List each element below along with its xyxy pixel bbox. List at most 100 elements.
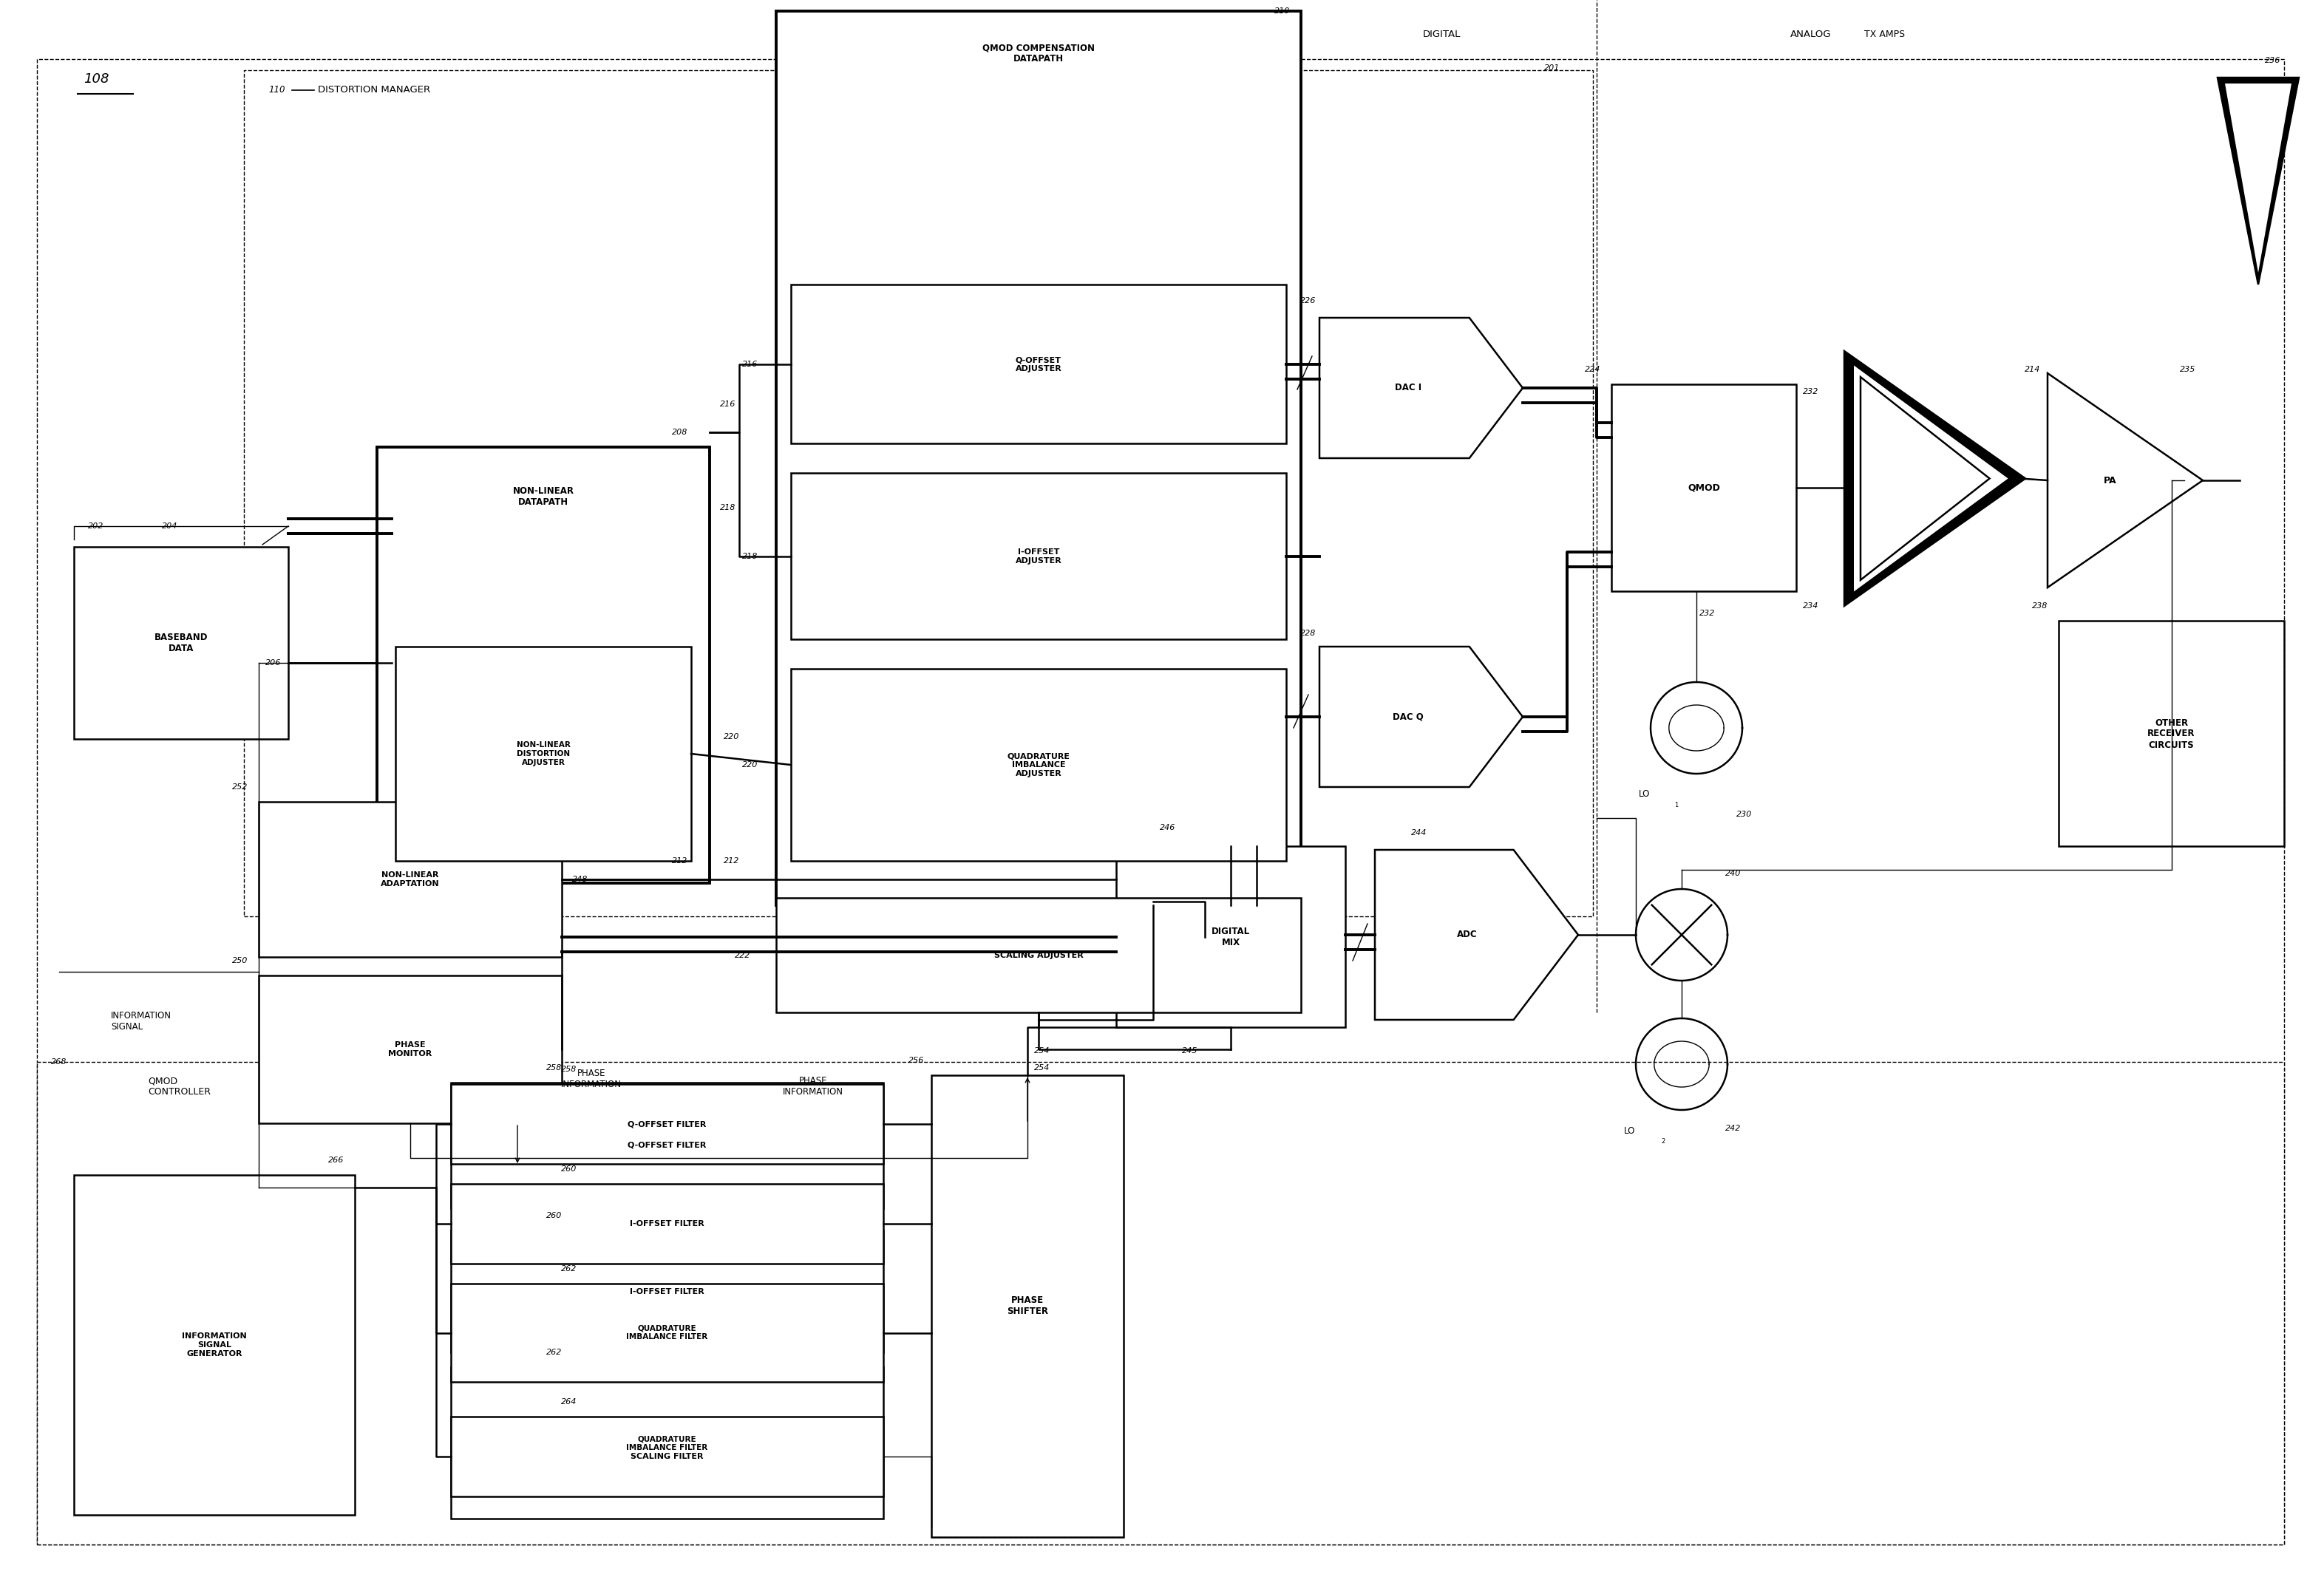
Text: SCALING FILTER: SCALING FILTER [630, 1452, 704, 1460]
Text: 232: 232 [1803, 387, 1820, 395]
Text: 214: 214 [2024, 365, 2040, 373]
Bar [244, 70, 1592, 917]
Bar [451, 1368, 883, 1519]
Bar [2059, 620, 2284, 846]
Text: 256: 256 [909, 1057, 925, 1065]
Text: 244: 244 [1411, 829, 1427, 837]
Polygon shape [1376, 850, 1578, 1020]
Bar [74, 1175, 356, 1514]
Text: DAC Q: DAC Q [1392, 713, 1425, 722]
Bar [451, 1184, 883, 1264]
Text: 218: 218 [741, 553, 758, 559]
Text: OTHER
RECEIVER
CIRCUITS: OTHER RECEIVER CIRCUITS [2147, 717, 2196, 749]
Text: 2: 2 [1662, 1138, 1664, 1144]
Text: 230: 230 [1736, 811, 1752, 818]
Text: NON-LINEAR
DISTORTION
ADJUSTER: NON-LINEAR DISTORTION ADJUSTER [516, 741, 569, 767]
Bar [451, 1084, 883, 1164]
Text: SCALING ADJUSTER: SCALING ADJUSTER [995, 952, 1083, 960]
Text: PHASE
INFORMATION: PHASE INFORMATION [560, 1068, 621, 1089]
Text: 216: 216 [741, 360, 758, 368]
Text: 254: 254 [1034, 1065, 1050, 1071]
Polygon shape [1855, 365, 2008, 591]
Text: ADC: ADC [1457, 929, 1478, 939]
Bar [790, 669, 1285, 861]
Text: Q-OFFSET
ADJUSTER: Q-OFFSET ADJUSTER [1016, 357, 1062, 373]
Text: NON-LINEAR
DATAPATH: NON-LINEAR DATAPATH [514, 486, 574, 507]
Text: 204: 204 [163, 523, 179, 529]
Text: 1: 1 [1673, 802, 1678, 808]
Bar [74, 547, 288, 740]
Bar [258, 976, 562, 1124]
Bar [1611, 384, 1796, 591]
Text: 220: 220 [741, 762, 758, 768]
Text: QMOD COMPENSATION
DATAPATH: QMOD COMPENSATION DATAPATH [983, 43, 1095, 64]
Text: PA: PA [2103, 475, 2117, 485]
Text: 252: 252 [232, 783, 249, 791]
Bar [790, 473, 1285, 639]
Bar [451, 1082, 883, 1208]
Bar [37, 1062, 2284, 1545]
Text: QUADRATURE
IMBALANCE
ADJUSTER: QUADRATURE IMBALANCE ADJUSTER [1006, 752, 1069, 778]
Text: INFORMATION
SIGNAL
GENERATOR: INFORMATION SIGNAL GENERATOR [181, 1333, 246, 1356]
Text: 258: 258 [562, 1066, 576, 1073]
Text: Q-OFFSET FILTER: Q-OFFSET FILTER [627, 1141, 706, 1149]
Text: Q-OFFSET FILTER: Q-OFFSET FILTER [627, 1121, 706, 1127]
Text: 236: 236 [2266, 57, 2280, 64]
Text: DIGITAL: DIGITAL [1422, 30, 1459, 40]
Bar [932, 1076, 1122, 1537]
Text: QUADRATURE
IMBALANCE FILTER: QUADRATURE IMBALANCE FILTER [627, 1435, 709, 1451]
Text: 258: 258 [546, 1065, 562, 1071]
Bar [451, 1283, 883, 1382]
Text: 222: 222 [734, 952, 751, 960]
Text: 245: 245 [1183, 1047, 1197, 1055]
Text: 266: 266 [328, 1157, 344, 1164]
Text: 254: 254 [1034, 1047, 1050, 1055]
Text: I-OFFSET
ADJUSTER: I-OFFSET ADJUSTER [1016, 548, 1062, 564]
Polygon shape [2217, 78, 2298, 284]
Text: INFORMATION
SIGNAL: INFORMATION SIGNAL [112, 1011, 172, 1031]
Text: PHASE
INFORMATION: PHASE INFORMATION [783, 1076, 844, 1097]
Text: TX AMPS: TX AMPS [1864, 30, 1906, 40]
Text: 226: 226 [1301, 296, 1315, 304]
Text: 268: 268 [51, 1058, 67, 1066]
Text: 220: 220 [723, 733, 739, 741]
Bar [258, 802, 562, 956]
Text: 216: 216 [720, 400, 737, 408]
Text: 246: 246 [1160, 824, 1176, 832]
Bar [790, 284, 1285, 443]
Text: 224: 224 [1585, 365, 1601, 373]
Text: 212: 212 [672, 858, 688, 864]
Text: LO: LO [1638, 789, 1650, 799]
Text: DISTORTION MANAGER: DISTORTION MANAGER [318, 86, 430, 96]
Bar [451, 1417, 883, 1497]
Text: QMOD
CONTROLLER: QMOD CONTROLLER [149, 1076, 211, 1097]
Text: 262: 262 [546, 1349, 562, 1356]
Text: 210: 210 [1274, 8, 1290, 14]
Polygon shape [1320, 317, 1522, 457]
Text: 264: 264 [562, 1398, 576, 1406]
Text: 218: 218 [720, 504, 737, 512]
Bar [776, 11, 1301, 905]
Text: 235: 235 [2180, 365, 2196, 373]
Text: 248: 248 [572, 875, 588, 883]
Text: QMOD: QMOD [1687, 483, 1720, 493]
Text: 234: 234 [1803, 603, 1820, 609]
Text: 206: 206 [265, 660, 281, 666]
Text: NON-LINEAR
ADAPTATION: NON-LINEAR ADAPTATION [381, 872, 439, 888]
Text: 242: 242 [1724, 1125, 1741, 1132]
Text: 208: 208 [672, 429, 688, 437]
Polygon shape [1320, 647, 1522, 787]
Text: 250: 250 [232, 956, 249, 964]
Text: PHASE
MONITOR: PHASE MONITOR [388, 1041, 432, 1057]
Polygon shape [1845, 351, 2027, 606]
Text: PHASE
SHIFTER: PHASE SHIFTER [1006, 1296, 1048, 1317]
Text: 260: 260 [562, 1165, 576, 1173]
Bar [776, 897, 1301, 1012]
Bar [376, 446, 709, 883]
Text: LO: LO [1624, 1125, 1636, 1135]
Text: 240: 240 [1724, 870, 1741, 877]
Text: DIGITAL
MIX: DIGITAL MIX [1211, 926, 1250, 947]
Text: 232: 232 [1699, 609, 1715, 617]
Text: I-OFFSET FILTER: I-OFFSET FILTER [630, 1219, 704, 1227]
Text: ANALOG: ANALOG [1789, 30, 1831, 40]
